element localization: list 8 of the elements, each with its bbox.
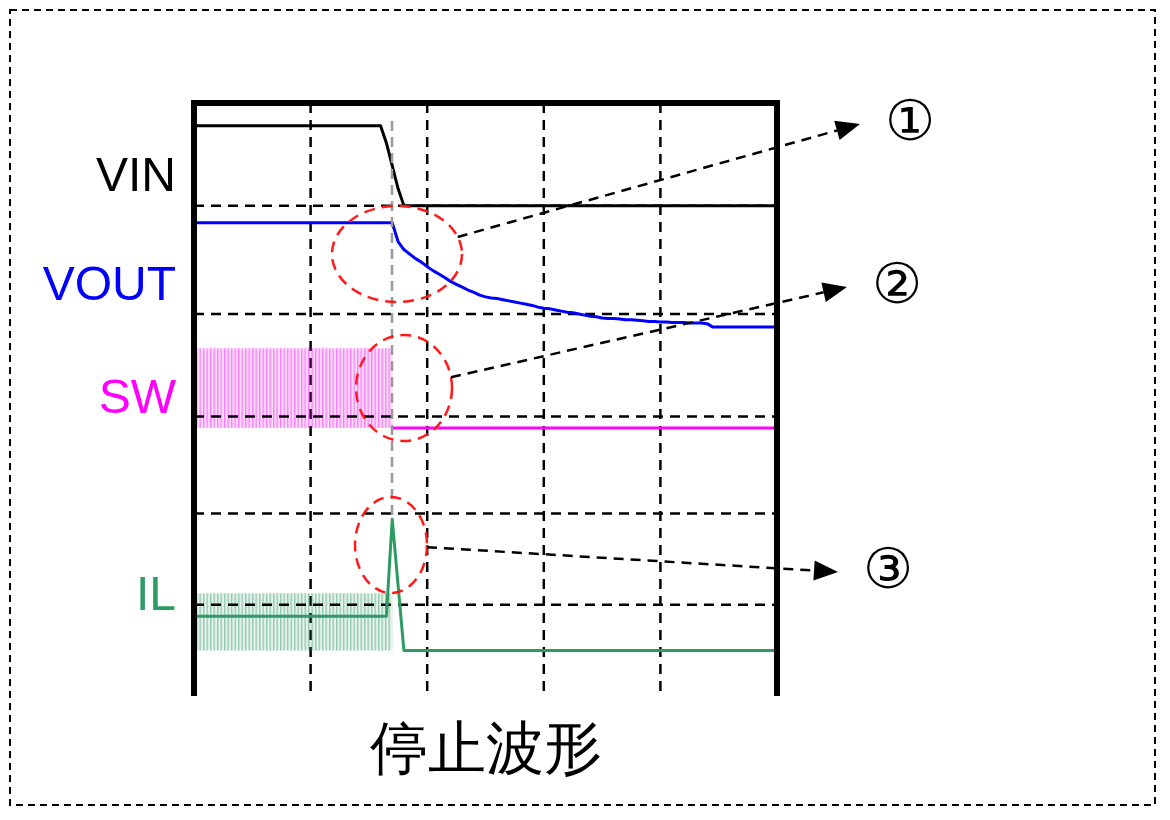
text: ③ xyxy=(862,535,914,601)
series-label: VIN xyxy=(95,147,176,201)
text: ② xyxy=(871,250,923,316)
series-label: IL xyxy=(135,566,176,620)
series-label: VOUT xyxy=(42,256,176,310)
text: ① xyxy=(884,87,936,153)
text: SW xyxy=(98,369,177,423)
text: 停止波形 xyxy=(369,714,602,782)
